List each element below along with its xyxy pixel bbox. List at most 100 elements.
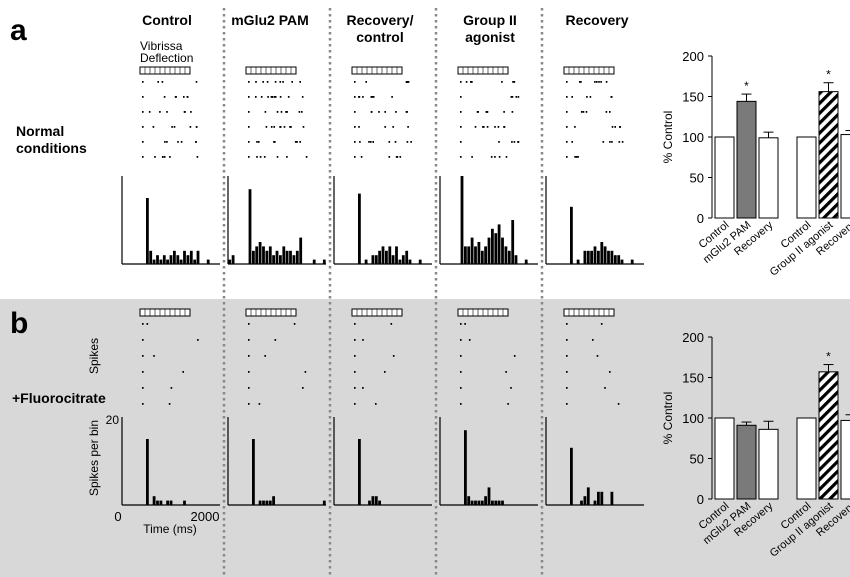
raster-spike: [354, 355, 356, 357]
raster-spike: [266, 81, 269, 83]
raster-plots-a: [139, 66, 624, 158]
raster-spike: [263, 156, 266, 158]
psth-bar: [610, 491, 614, 505]
raster-spike: [605, 81, 608, 83]
raster-spike: [279, 126, 281, 128]
raster-spike: [142, 371, 144, 373]
raster-spike: [287, 96, 290, 98]
psth-bar: [186, 255, 190, 264]
raster-spike: [248, 96, 250, 98]
psth-bar: [295, 250, 299, 264]
raster-spike: [271, 96, 274, 98]
panel-a-letter: a: [10, 14, 27, 47]
raster-spike: [370, 111, 373, 113]
raster-spike: [395, 156, 398, 158]
raster-spike: [507, 403, 509, 405]
raster-spike: [358, 126, 360, 128]
psth-bar: [159, 259, 163, 264]
raster-spike: [283, 126, 286, 128]
raster-spike: [248, 126, 250, 128]
raster-spike: [359, 141, 361, 143]
psth-bar: [491, 500, 494, 505]
raster-spike: [189, 126, 192, 128]
raster-spike: [154, 156, 156, 158]
raster-spike: [256, 156, 258, 158]
bar: [818, 371, 839, 500]
raster-spike: [594, 81, 596, 83]
raster-spike: [513, 141, 516, 143]
raster-spike: [375, 403, 377, 405]
raster-spike: [406, 111, 408, 113]
raster-spike: [142, 339, 144, 341]
psth-bar: [590, 250, 593, 264]
psth-bar: [248, 189, 252, 264]
bar-y-tick-label: 150: [682, 371, 704, 386]
psth-bar: [497, 500, 501, 505]
raster-spike: [279, 96, 282, 98]
raster-spike: [574, 156, 576, 158]
psth-bar: [388, 246, 392, 264]
raster-spike: [395, 111, 397, 113]
raster-spike: [248, 111, 250, 113]
raster-spike: [460, 323, 462, 325]
raster-spike: [384, 111, 386, 113]
raster-spike: [566, 323, 568, 325]
raster-spike: [195, 141, 197, 143]
raster-spike: [486, 126, 489, 128]
raster-spike: [183, 111, 186, 113]
psth-bar: [268, 246, 272, 264]
bar-y-axis-label: % Control: [661, 392, 675, 445]
psth-bar: [364, 259, 368, 264]
raster-spike: [142, 81, 144, 83]
psth-bar: [252, 250, 255, 264]
psth-bar: [460, 176, 464, 264]
psth-bar: [470, 500, 474, 505]
raster-spike: [289, 126, 291, 128]
psth-bar: [484, 246, 487, 264]
raster-spike: [474, 126, 477, 128]
raster-spike: [470, 81, 472, 83]
row-label-normal-conditions: Normal: [16, 123, 64, 139]
raster-spike: [248, 339, 250, 341]
raster-spike: [468, 339, 471, 341]
psth-bar: [391, 255, 395, 264]
raster-spike: [370, 96, 373, 98]
raster-spike: [566, 141, 568, 143]
raster-spike: [585, 111, 588, 113]
psth-bar: [613, 255, 617, 264]
psth-bar: [620, 259, 624, 264]
raster-spike: [280, 111, 283, 113]
psth-bar: [617, 255, 621, 264]
raster-spike: [196, 156, 199, 158]
raster-spike: [407, 126, 409, 128]
raster-spike: [169, 156, 171, 158]
raster-spike: [490, 156, 493, 158]
psth-bar: [405, 250, 409, 264]
bar: [736, 424, 757, 500]
raster-spike: [354, 81, 356, 83]
psth-bar: [507, 250, 511, 264]
raster-spike: [354, 323, 356, 325]
raster-spike: [392, 126, 394, 128]
psth-bar: [464, 430, 467, 505]
raster-spike: [274, 339, 277, 341]
row-label-fluorocitrate: +Fluorocitrate: [12, 390, 106, 406]
raster-spike: [580, 111, 583, 113]
raster-spike: [571, 141, 573, 143]
raster-spike: [142, 156, 144, 158]
raster-spike: [566, 403, 568, 405]
psth-bar: [600, 242, 604, 264]
psth-bar: [176, 255, 180, 264]
psth-bar: [501, 237, 504, 264]
raster-spike: [494, 156, 496, 158]
raster-spike: [571, 96, 573, 98]
psth-bar: [183, 250, 186, 264]
raster-spike: [255, 81, 257, 83]
raster-spike: [262, 81, 264, 83]
psth-bar: [401, 255, 405, 264]
psth-bar: [487, 237, 491, 264]
raster-spike: [365, 81, 367, 83]
raster-spike: [505, 371, 507, 373]
